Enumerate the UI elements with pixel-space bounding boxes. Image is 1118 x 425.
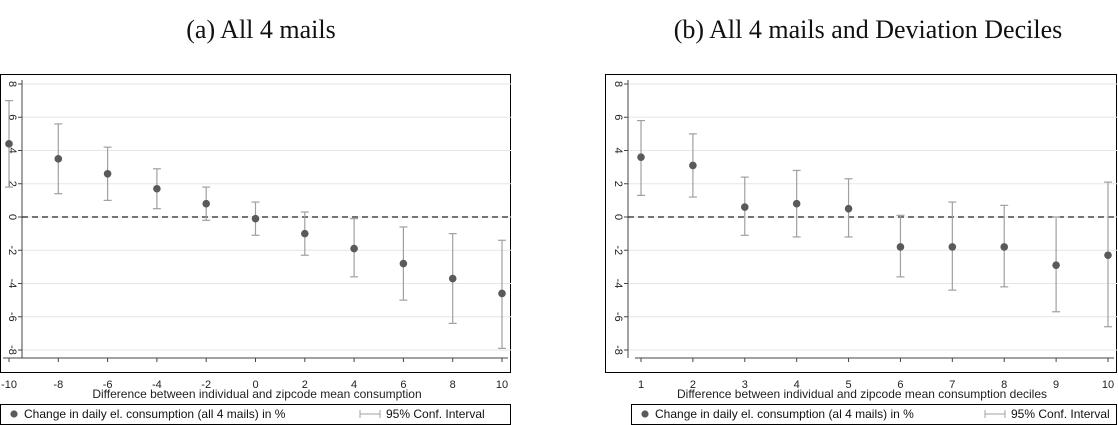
panel-b-y-tick-label: -4 xyxy=(612,279,624,289)
panel-a-x-tick-label: 0 xyxy=(252,379,258,391)
panel-a-x-axis-title: Difference between individual and zipcod… xyxy=(92,387,421,401)
panel-b-data-point xyxy=(637,153,645,161)
panel-a-x-tick-label: 4 xyxy=(351,379,357,391)
panel-a-plot-area: 8 6 4 2 0 -2 -4 -6 -8 -10 -8 -6 -4 -2 0 2 4 6 8 10 Differenc… xyxy=(1,80,511,401)
panel-a-data-point xyxy=(202,199,210,208)
panel-b-legend-point-marker xyxy=(641,410,649,418)
panel-a-legend-ci-marker xyxy=(359,410,381,418)
panel-b-x-tick-label: 10 xyxy=(1102,379,1114,391)
panel-a-y-tick-label: 4 xyxy=(6,147,18,153)
panel-a-y-tick-label: 8 xyxy=(6,81,18,87)
panel-b-y-tick-label: 4 xyxy=(612,147,624,153)
panel-b: (b) All 4 mails and Deviation Deciles 8 6… xyxy=(605,15,1117,425)
panel-b-x-tick-label: 3 xyxy=(742,379,748,391)
panel-a-y-tick-label: 2 xyxy=(6,181,18,187)
panel-a-title: (a) All 4 mails xyxy=(186,15,335,44)
panel-b-title: (b) All 4 mails and Deviation Deciles xyxy=(674,15,1062,44)
panel-b-legend: Change in daily el. consumption (al 4 ma… xyxy=(631,404,1117,425)
panel-b-y-tick-label: 2 xyxy=(612,181,624,187)
panel-b-y-tick-label: -8 xyxy=(612,345,624,355)
panel-b-x-tick-label: 8 xyxy=(1001,379,1007,391)
panel-b-legend-series-label: Change in daily el. consumption (al 4 ma… xyxy=(655,407,914,421)
panel-a-data-point xyxy=(54,155,63,163)
panel-b-x-tick-label: 6 xyxy=(897,379,903,391)
panel-b-legend-ci-marker xyxy=(984,410,1006,418)
panel-a-data-point xyxy=(5,140,13,148)
panel-a-x-tick-label: 6 xyxy=(400,379,406,391)
panel-b-y-tick-label: 6 xyxy=(612,114,624,120)
panel-a-data-point xyxy=(399,259,408,268)
panel-b-data-point xyxy=(1104,251,1112,260)
panel-a-x-tick-label: -4 xyxy=(152,379,162,391)
panel-b-x-tick-label: 4 xyxy=(794,379,800,391)
panel-a-legend-ci-label: 95% Conf. Interval xyxy=(386,407,485,421)
panel-b-data-point xyxy=(792,199,801,208)
panel-a-plot-border xyxy=(0,74,511,373)
panel-b-data-point xyxy=(948,243,957,251)
panel-a-legend: Change in daily el. consumption (all 4 m… xyxy=(0,404,511,425)
panel-a-y-tick-label: -4 xyxy=(6,279,18,289)
panel-b-plot-border xyxy=(605,74,1117,373)
panel-b-data-point xyxy=(896,243,905,251)
panel-a-data-point xyxy=(153,184,161,193)
panel-a-data-point xyxy=(251,214,260,223)
panel-b-data-point xyxy=(1000,243,1009,251)
panel-a-x-tick-label: 2 xyxy=(302,379,308,391)
panel-b-data-point xyxy=(740,203,749,211)
panel-a-data-point xyxy=(103,169,112,178)
panel-a-x-tick-label: -8 xyxy=(53,379,63,391)
panel-b-x-tick-label: 2 xyxy=(690,379,696,391)
panel-b-x-tick-label: 9 xyxy=(1053,379,1059,391)
panel-b-x-tick-label: 1 xyxy=(638,379,644,391)
panel-a-x-tick-label: -6 xyxy=(103,379,113,391)
panel-a-x-tick-label: 8 xyxy=(450,379,456,391)
panel-b-y-tick-label: -6 xyxy=(612,312,624,322)
panel-a: (a) All 4 mails 8 6 4 2 0 -2 -4 -6 -8 -10 -8 -6 -4 -2… xyxy=(0,15,511,425)
panel-b-data-point xyxy=(689,161,697,170)
panel-b-y-tick-label: -2 xyxy=(612,245,624,255)
panel-a-x-tick-label: 10 xyxy=(496,379,508,391)
panel-b-x-tick-label: 5 xyxy=(845,379,851,391)
panel-b-y-tick-label: 0 xyxy=(612,214,624,220)
panel-a-x-tick-label: -10 xyxy=(1,379,17,391)
panel-a-legend-point-marker xyxy=(10,410,18,418)
panel-a-x-tick-label: -2 xyxy=(201,379,211,391)
panel-b-plot-area: 8 6 4 2 0 -2 -4 -6 -8 1 2 3 4 5 6 7 8 9 10 Difference betwe… xyxy=(612,80,1117,401)
panel-a-legend-series-label: Change in daily el. consumption (all 4 m… xyxy=(24,407,286,421)
panel-a-data-point xyxy=(301,229,309,238)
panel-b-x-tick-label: 7 xyxy=(949,379,955,391)
panel-a-data-point xyxy=(448,274,457,283)
panel-b-legend-ci-label: 95% Conf. Interval xyxy=(1011,407,1110,421)
panel-a-y-tick-label: 6 xyxy=(6,114,18,120)
panel-a-data-point xyxy=(350,244,358,253)
panel-b-y-tick-label: 8 xyxy=(612,81,624,87)
panel-a-y-tick-label: 0 xyxy=(6,214,18,220)
panel-b-x-axis-title: Difference between individual and zipcod… xyxy=(677,387,1047,401)
panel-a-data-point xyxy=(498,289,506,298)
panel-b-data-point xyxy=(1052,261,1060,270)
panel-b-data-point xyxy=(844,204,853,213)
panel-a-y-tick-label: -6 xyxy=(6,312,18,322)
panel-a-y-tick-label: -8 xyxy=(6,345,18,355)
panel-a-y-tick-label: -2 xyxy=(6,245,18,255)
